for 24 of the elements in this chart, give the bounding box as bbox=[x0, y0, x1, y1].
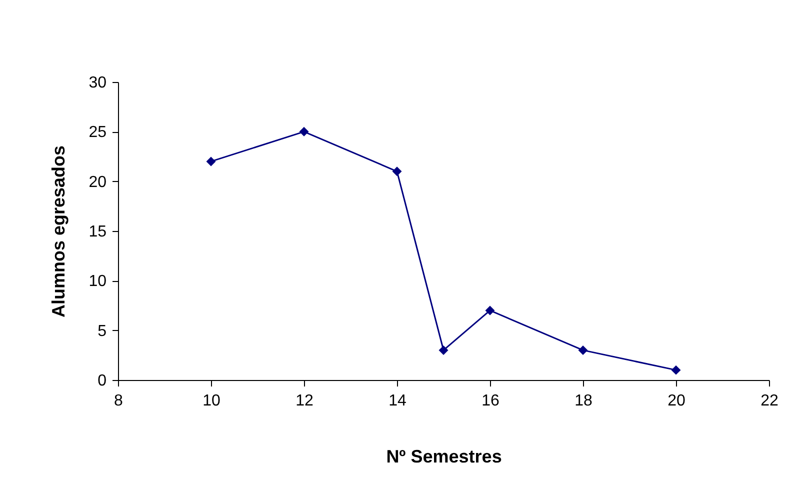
y-tick-label: 30 bbox=[88, 74, 107, 92]
y-tick-label: 10 bbox=[88, 273, 107, 290]
point bbox=[299, 126, 309, 136]
point bbox=[438, 345, 448, 355]
x-tick-label: 10 bbox=[202, 392, 220, 410]
y-tick-label: 25 bbox=[88, 124, 107, 142]
x-tick-label: 20 bbox=[668, 392, 686, 410]
x-tick-label: 8 bbox=[114, 392, 124, 410]
x-tick-label: 22 bbox=[760, 392, 778, 410]
x-tick-label: 14 bbox=[388, 392, 406, 410]
point bbox=[485, 306, 495, 316]
y-axis-title: Alumnos egresados bbox=[48, 145, 69, 318]
x-tick-label: 16 bbox=[482, 392, 500, 410]
y-tick-label: 0 bbox=[98, 372, 107, 390]
y-tick-label: 20 bbox=[88, 174, 107, 191]
point bbox=[671, 365, 681, 375]
point bbox=[392, 166, 402, 176]
x-tick-label: 12 bbox=[296, 392, 314, 410]
y-tick-label: 15 bbox=[88, 224, 107, 240]
x-tick-label: 18 bbox=[574, 392, 592, 410]
x-axis-title: Nº Semestres bbox=[386, 446, 502, 466]
y-tick-label: 5 bbox=[98, 322, 107, 340]
point bbox=[578, 345, 588, 355]
point bbox=[206, 156, 216, 166]
